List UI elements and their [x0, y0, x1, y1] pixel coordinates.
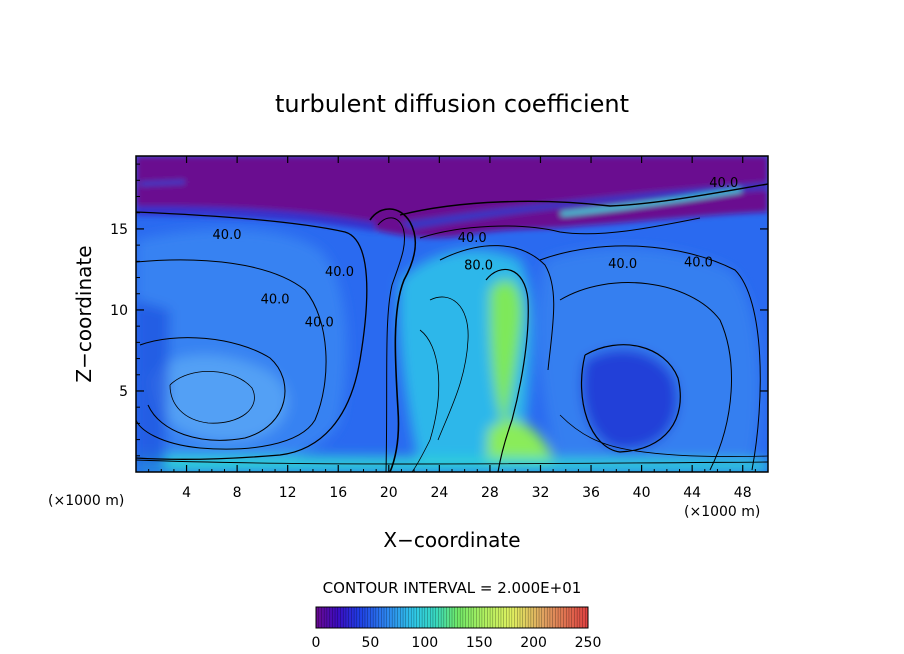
contour-line: [559, 414, 768, 458]
y-axis-label: Z−coordinate: [72, 245, 96, 382]
colorbar-ticks: 0 50 100 150 200 250: [312, 635, 602, 651]
contour-label: 40.0: [213, 228, 242, 243]
x-axis-label: X−coordinate: [383, 528, 520, 552]
contour-line: [136, 259, 327, 450]
field-right-core: [581, 349, 678, 450]
x-tick-label: 28: [481, 485, 499, 501]
contour-line: [439, 245, 555, 371]
contour-line: [429, 296, 469, 441]
x-unit-right: (×1000 m): [684, 504, 760, 520]
x-tick-label: 8: [233, 485, 242, 501]
contour-line: [169, 371, 255, 424]
x-tick-label: 44: [683, 485, 701, 501]
contour-label: 40.0: [261, 293, 290, 308]
contour-interval: CONTOUR INTERVAL = 2.000E+01: [323, 579, 582, 597]
contour-label: 40.0: [608, 257, 637, 272]
field-left-edge: [136, 300, 170, 470]
contour-lines: [136, 183, 768, 472]
contour-line: [539, 245, 761, 471]
colorbar-tick-label: 0: [312, 635, 321, 651]
y-tick-label: 15: [110, 222, 128, 238]
x-axis: 4 8 12 16 20 24 28 32 36 40 44 48: [148, 156, 756, 501]
colorbar-tick-label: 100: [411, 635, 438, 651]
contour-label: 80.0: [464, 259, 493, 274]
field-green-column: [489, 280, 523, 430]
x-tick-label: 12: [279, 485, 297, 501]
x-tick-label: 40: [633, 485, 651, 501]
y-axis: 5 10 15: [110, 163, 768, 457]
x-tick-label: 24: [430, 485, 448, 501]
field-left-core: [150, 354, 289, 442]
contour-line: [485, 268, 529, 472]
colorbar-tick-label: 150: [466, 635, 493, 651]
x-tick-label: 48: [734, 485, 752, 501]
contour-label: 40.0: [325, 265, 354, 280]
chart-title: turbulent diffusion coefficient: [275, 90, 629, 118]
field-left-streak: [140, 180, 185, 186]
contour-line: [399, 183, 768, 216]
colorbar-bands: [318, 607, 586, 628]
colorbar-tick-label: 50: [361, 635, 379, 651]
y-tick-label: 5: [119, 384, 128, 400]
colorbar-tick-label: 250: [575, 635, 602, 651]
contour-line: [559, 282, 732, 471]
x-tick-label: 4: [182, 485, 191, 501]
contour-line: [136, 459, 768, 465]
contour-label: 40.0: [709, 176, 738, 191]
field-shear-line: [400, 182, 768, 230]
y-tick-label: 10: [110, 303, 128, 319]
heatmap-field: [136, 156, 768, 472]
contour-line: [377, 217, 406, 472]
contour-label: 40.0: [305, 315, 334, 330]
colorbar-tick-label: 200: [520, 635, 547, 651]
x-tick-label: 16: [329, 485, 347, 501]
contour-label: 40.0: [684, 255, 713, 270]
contour-line: [139, 337, 286, 441]
contour-line: [581, 344, 681, 453]
contour-line: [411, 329, 440, 472]
x-tick-label: 20: [380, 485, 398, 501]
x-tick-label: 36: [582, 485, 600, 501]
contour-label: 40.0: [458, 231, 487, 246]
x-tick-label: 32: [532, 485, 550, 501]
contour-line: [136, 211, 368, 460]
contour-line: [419, 217, 701, 239]
x-unit-left: (×1000 m): [48, 493, 124, 509]
contour-label-layer: 40.0 40.0 40.0 40.0 40.0 80.0 40.0 40.0 40.0: [213, 176, 739, 330]
